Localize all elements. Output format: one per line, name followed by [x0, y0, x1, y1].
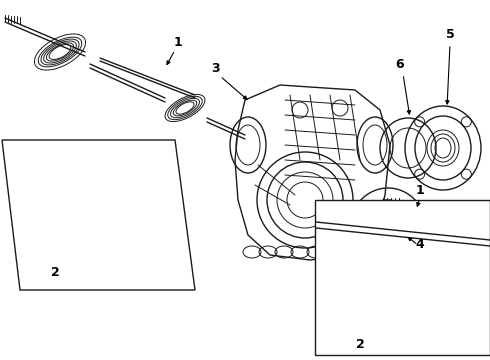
- Text: 1: 1: [173, 36, 182, 49]
- Text: 2: 2: [356, 338, 365, 351]
- Text: 5: 5: [445, 28, 454, 41]
- Text: 6: 6: [396, 58, 404, 72]
- Text: 1: 1: [416, 184, 424, 197]
- Text: 3: 3: [211, 62, 220, 75]
- Text: 2: 2: [50, 266, 59, 279]
- Text: 4: 4: [416, 238, 424, 252]
- Polygon shape: [235, 85, 390, 260]
- Polygon shape: [315, 200, 490, 355]
- Polygon shape: [2, 140, 195, 290]
